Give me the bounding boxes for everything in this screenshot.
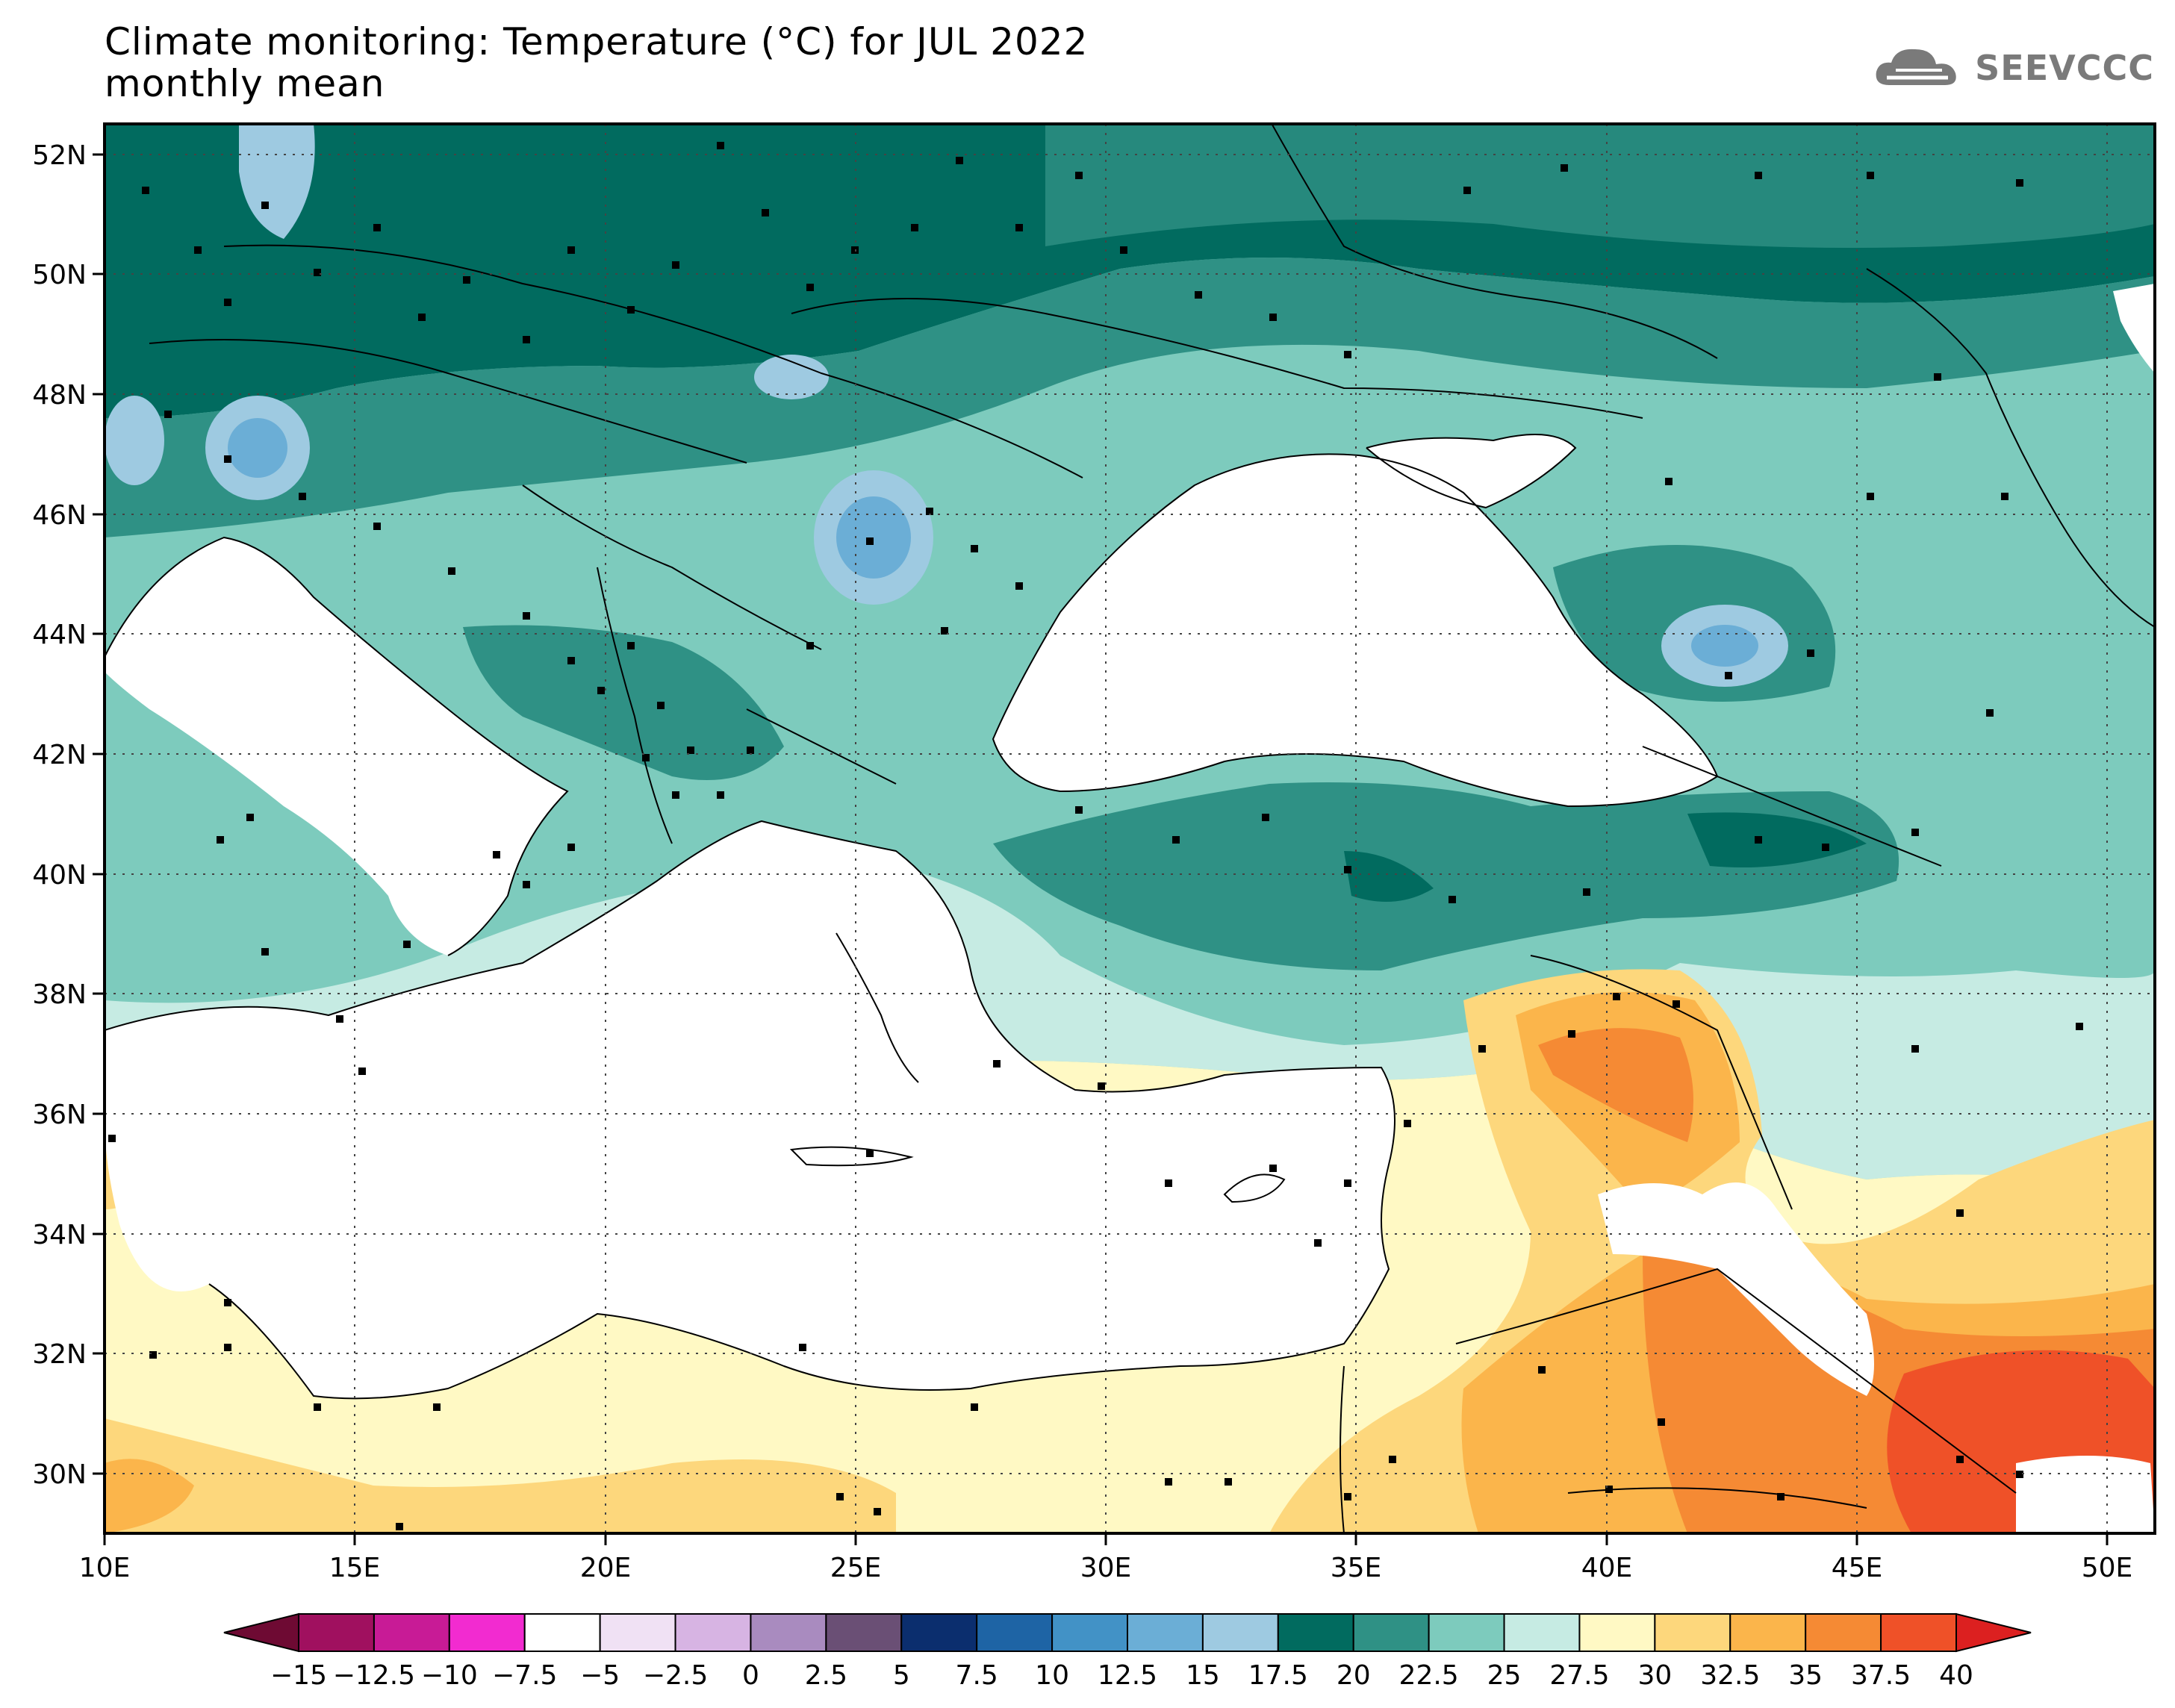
colorbar-label: 32.5 (1700, 1660, 1760, 1691)
colorbar-swatch (1127, 1613, 1204, 1652)
map-fields (105, 124, 2155, 1533)
colorbar-swatch (523, 1613, 601, 1652)
colorbar-swatch (1654, 1613, 1731, 1652)
lon-label: 50E (2082, 1553, 2133, 1583)
lat-label: 50N (32, 260, 87, 290)
station-markers (108, 142, 2083, 1530)
colorbar-swatch (373, 1613, 450, 1652)
axis-ticks (93, 153, 2109, 1545)
colorbar-label: 12.5 (1098, 1660, 1157, 1691)
colorbar-swatch (1503, 1613, 1581, 1652)
lat-label: 52N (32, 140, 87, 171)
colorbar-swatch (1578, 1613, 1656, 1652)
colorbar-label: −2.5 (643, 1660, 708, 1691)
colorbar-label: 17.5 (1248, 1660, 1308, 1691)
colorbar-label: 35 (1788, 1660, 1823, 1691)
colorbar-label: 20 (1337, 1660, 1371, 1691)
colorbar-swatch (1880, 1613, 1957, 1652)
colorbar-label: 2.5 (805, 1660, 847, 1691)
cloud-icon (1876, 49, 1956, 85)
colorbar-swatch (1352, 1613, 1430, 1652)
colorbar-swatch (1729, 1613, 1807, 1652)
colorbar-label: −5 (580, 1660, 620, 1691)
lat-label: 34N (32, 1220, 87, 1250)
lat-label: 44N (32, 620, 87, 650)
lon-label: 25E (830, 1553, 882, 1583)
colorbar-swatch (599, 1613, 676, 1652)
lat-label: 38N (32, 979, 87, 1010)
lon-label: 40E (1581, 1553, 1633, 1583)
colorbar-swatch (825, 1613, 903, 1652)
lat-label: 48N (32, 380, 87, 411)
colorbar-swatch (1428, 1613, 1505, 1652)
colorbar-swatch (750, 1613, 827, 1652)
colorbar-swatch (976, 1613, 1054, 1652)
colorbar-label: 22.5 (1399, 1660, 1459, 1691)
lon-label: 30E (1080, 1553, 1132, 1583)
title-line-2: monthly mean (105, 62, 385, 105)
lat-label: 30N (32, 1459, 87, 1490)
colorbar-swatch (448, 1613, 526, 1652)
colorbar-swatch (298, 1613, 375, 1652)
lat-label: 32N (32, 1339, 87, 1370)
colorbar-label: 30 (1637, 1660, 1672, 1691)
colorbar-label: 0 (742, 1660, 759, 1691)
colorbar-swatch (1805, 1613, 1882, 1652)
colorbar-label: −10 (421, 1660, 478, 1691)
colorbar-swatch (1277, 1613, 1354, 1652)
chart-title: Climate monitoring: Temperature (°C) for… (105, 21, 1088, 105)
lon-label: 15E (329, 1553, 381, 1583)
lon-label: 45E (1832, 1553, 1883, 1583)
lon-label: 35E (1331, 1553, 1382, 1583)
title-line-1: Climate monitoring: Temperature (°C) for… (105, 20, 1089, 63)
lon-labels: 10E 15E 20E 25E 30E 35E 40E 45E 50E (79, 1553, 2133, 1583)
lat-label: 36N (32, 1100, 87, 1130)
colorbar-label: 37.5 (1851, 1660, 1911, 1691)
colorbar-label: 10 (1035, 1660, 1069, 1691)
lat-label: 42N (32, 740, 87, 770)
lon-label: 20E (580, 1553, 632, 1583)
colorbar-label: 40 (1939, 1660, 1973, 1691)
colorbar-label: −7.5 (492, 1660, 557, 1691)
colorbar-arrow-low (223, 1612, 299, 1653)
lat-label: 46N (32, 500, 87, 531)
colorbar: −15 −12.5 −10 −7.5 −5 −2.5 0 2.5 5 7.5 10 12.5 15 17.… (223, 1612, 2032, 1691)
lon-label: 10E (79, 1553, 131, 1583)
lat-label: 40N (32, 860, 87, 891)
colorbar-swatch (900, 1613, 978, 1652)
colorbar-label: 25 (1487, 1660, 1522, 1691)
lat-labels: 52N 50N 48N 46N 44N 42N 40N 38N 36N 34N … (32, 140, 87, 1490)
colorbar-label: 15 (1186, 1660, 1220, 1691)
colorbar-label: −15 (270, 1660, 327, 1691)
colorbar-swatch (1201, 1613, 1279, 1652)
colorbar-label: −12.5 (333, 1660, 415, 1691)
map-frame (103, 122, 2156, 1535)
colorbar-swatch (674, 1613, 752, 1652)
colorbar-swatch (1051, 1613, 1129, 1652)
colorbar-label: 7.5 (956, 1660, 998, 1691)
colorbar-arrow-high (1955, 1612, 2032, 1653)
graticule (105, 124, 2155, 1533)
coastlines (105, 124, 2155, 1533)
colorbar-label: 27.5 (1549, 1660, 1609, 1691)
logo-text: SEEVCCC (1975, 48, 2154, 88)
colorbar-label: 5 (893, 1660, 910, 1691)
seevccc-logo: SEEVCCC (1870, 42, 2154, 94)
